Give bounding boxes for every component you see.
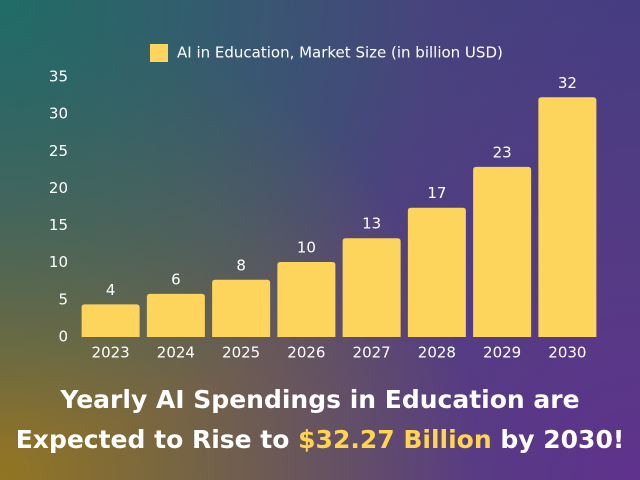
x-tick-label: 2023: [92, 344, 130, 362]
y-tick-label: 20: [49, 179, 68, 197]
title-line: Yearly AI Spendings in Education are: [60, 385, 580, 414]
y-tick-label: 25: [49, 142, 68, 160]
x-tick-label: 2025: [222, 344, 260, 362]
x-tick-label: 2026: [287, 344, 325, 362]
data-label: 13: [362, 215, 381, 233]
bar: [212, 279, 271, 337]
data-label: 10: [297, 238, 316, 256]
bar: [277, 261, 336, 337]
bar: [81, 304, 140, 337]
data-label: 4: [106, 281, 116, 299]
data-label: 17: [427, 184, 446, 202]
bar: [407, 207, 466, 337]
y-tick-label: 35: [49, 68, 68, 86]
data-label: 8: [236, 256, 246, 274]
bar: [538, 97, 597, 337]
title-highlight: $32.27 Billion: [298, 425, 492, 454]
title-part: Expected to Rise to: [15, 425, 290, 454]
x-tick-label: 2024: [157, 344, 195, 362]
chart-title: Yearly AI Spendings in Education are Exp…: [0, 380, 640, 460]
legend-label: AI in Education, Market Size (in billion…: [177, 44, 503, 62]
y-tick-label: 15: [49, 216, 68, 234]
title-part: by 2030!: [500, 425, 625, 454]
bar: [473, 166, 532, 337]
data-label: 23: [493, 143, 512, 161]
x-tick-label: 2027: [353, 344, 391, 362]
y-tick-label: 5: [58, 290, 68, 308]
bar: [146, 293, 205, 337]
y-tick-label: 0: [58, 328, 68, 346]
bar: [342, 238, 401, 337]
y-tick-label: 30: [49, 105, 68, 123]
x-tick-label: 2029: [483, 344, 521, 362]
data-label: 32: [558, 74, 577, 92]
x-tick-label: 2028: [418, 344, 456, 362]
x-tick-label: 2030: [548, 344, 586, 362]
data-label: 6: [171, 270, 181, 288]
chart: AI in Education, Market Size (in billion…: [49, 44, 597, 362]
y-tick-label: 10: [49, 253, 68, 271]
legend-swatch: [150, 44, 168, 62]
